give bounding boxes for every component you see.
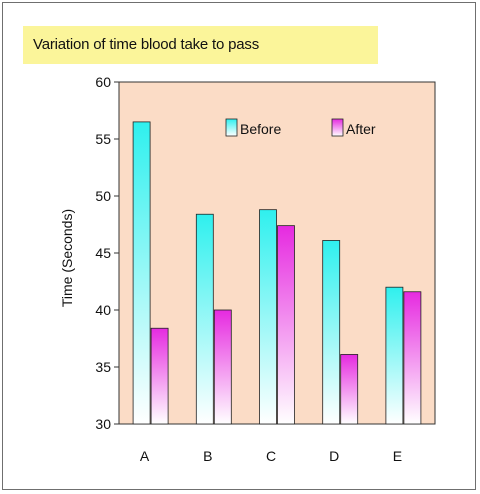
bar-before-e bbox=[385, 286, 404, 425]
x-tick-label: D bbox=[329, 448, 339, 464]
axes-layer: 30 35 40 45 50 55 60 A B C D E bbox=[95, 74, 402, 464]
legend-label-before: Before bbox=[240, 121, 281, 137]
bar-after-c bbox=[277, 225, 295, 425]
x-tick-label: C bbox=[266, 448, 276, 464]
y-tick-label: 55 bbox=[95, 131, 111, 147]
x-tick-label: B bbox=[203, 448, 212, 464]
y-tick-label: 35 bbox=[95, 359, 111, 375]
y-axis-label: Time (Seconds) bbox=[59, 209, 75, 307]
y-tick-label: 40 bbox=[95, 302, 111, 318]
bars-layer bbox=[132, 121, 422, 425]
bar-before-a bbox=[132, 121, 151, 425]
bar-before-d bbox=[322, 240, 341, 425]
legend-swatch-after bbox=[331, 118, 344, 137]
x-tick-label: A bbox=[140, 448, 150, 464]
x-tick-label: E bbox=[393, 448, 402, 464]
legend-swatch-before bbox=[225, 118, 238, 137]
y-tick-label: 45 bbox=[95, 245, 111, 261]
y-tick-label: 60 bbox=[95, 74, 111, 90]
y-tick-label: 50 bbox=[95, 188, 111, 204]
bar-after-b bbox=[213, 309, 232, 425]
legend-label-after: After bbox=[346, 121, 376, 137]
bar-after-e bbox=[403, 291, 422, 425]
bar-before-b bbox=[195, 213, 214, 425]
bar-after-d bbox=[340, 354, 359, 425]
plot-area bbox=[118, 81, 436, 425]
bar-before-c bbox=[259, 209, 277, 425]
legend: Before After bbox=[225, 118, 376, 137]
chart-title: Variation of time blood take to pass bbox=[23, 26, 378, 64]
bar-after-a bbox=[150, 327, 169, 425]
y-tick-label: 30 bbox=[95, 416, 111, 432]
